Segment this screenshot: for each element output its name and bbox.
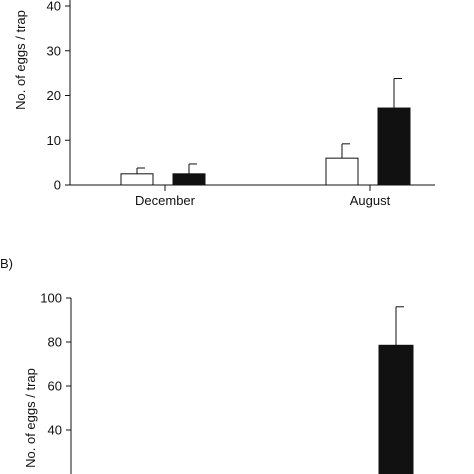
a-bar-1-0 xyxy=(172,173,206,186)
a-y-tick-label: 40 xyxy=(47,0,61,14)
a-y-tick-label: 30 xyxy=(47,43,61,58)
panel-a: No. of eggs / trap 0 10 20 30 40 December Aug… xyxy=(13,0,435,208)
b-y-tick-label: 100 xyxy=(40,291,62,306)
b-y-tick-label: 80 xyxy=(48,335,62,350)
panel-b-y-axis-label: No. of eggs / trap xyxy=(23,368,38,468)
a-bar-0-0 xyxy=(120,173,154,186)
b-bar-1-1 xyxy=(378,344,414,474)
panel-b-label: B) xyxy=(0,256,13,271)
panel-a-y-axis-label: No. of eggs / trap xyxy=(13,10,28,110)
b-y-tick-label: 60 xyxy=(48,379,62,394)
a-y-tick-label: 0 xyxy=(54,178,61,193)
a-x-tick-label: August xyxy=(350,193,391,208)
panel-b: B) No. of eggs / trap 40 60 80 100 xyxy=(0,256,414,474)
a-y-tick-label: 20 xyxy=(47,88,61,103)
a-y-tick-label: 10 xyxy=(47,133,61,148)
b-y-tick-label: 40 xyxy=(48,423,62,438)
a-x-tick-label: December xyxy=(135,193,196,208)
a-bar-1-1 xyxy=(377,107,411,186)
a-bar-0-1 xyxy=(325,157,359,186)
